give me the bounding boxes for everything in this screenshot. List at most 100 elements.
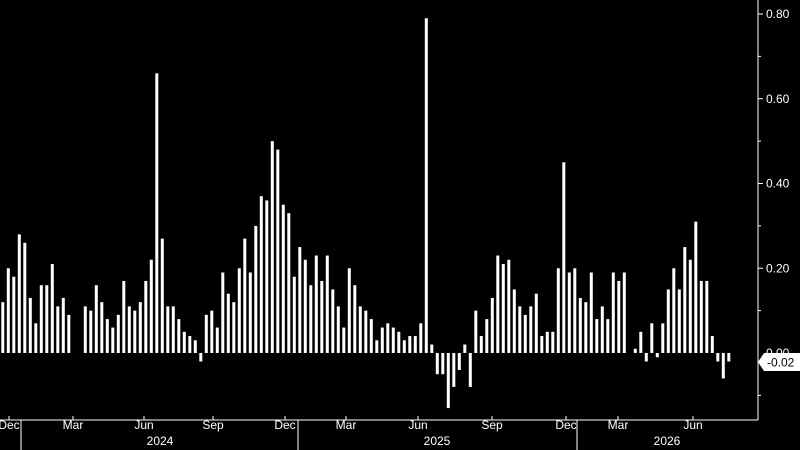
bar bbox=[479, 336, 483, 353]
y-tick-label: 0.60 bbox=[766, 92, 790, 106]
bar bbox=[496, 255, 500, 353]
bar bbox=[699, 280, 703, 353]
bar bbox=[402, 340, 406, 353]
bar bbox=[523, 314, 527, 353]
bar bbox=[551, 331, 555, 353]
bar bbox=[567, 272, 571, 353]
bar bbox=[281, 204, 285, 353]
bar bbox=[314, 255, 318, 353]
bar bbox=[111, 327, 115, 353]
bar bbox=[188, 336, 192, 353]
bar bbox=[45, 285, 49, 353]
x-month-label: Jun bbox=[408, 418, 427, 432]
bar bbox=[133, 310, 137, 354]
x-month-label: Sep bbox=[481, 418, 503, 432]
bar bbox=[23, 242, 27, 353]
bar bbox=[705, 280, 709, 353]
bar bbox=[347, 268, 351, 353]
bar bbox=[160, 238, 164, 353]
bar bbox=[644, 353, 648, 362]
bar bbox=[677, 289, 681, 353]
bar bbox=[595, 319, 599, 353]
bars-group bbox=[1, 18, 731, 409]
bar bbox=[204, 314, 208, 353]
bar bbox=[408, 336, 412, 353]
bar bbox=[424, 18, 428, 354]
x-month-label: Mar bbox=[336, 418, 357, 432]
bar bbox=[232, 302, 236, 353]
bar bbox=[540, 336, 544, 353]
tick-labels: 0.000.200.400.600.80DecMarJunSepDecMarJu… bbox=[0, 7, 790, 450]
bar bbox=[386, 323, 390, 353]
bar bbox=[518, 306, 522, 353]
bar bbox=[259, 196, 263, 353]
x-month-label: Jun bbox=[683, 418, 702, 432]
bar bbox=[501, 264, 505, 353]
bar bbox=[562, 162, 566, 353]
bar bbox=[122, 280, 126, 353]
bar bbox=[485, 319, 489, 353]
bar bbox=[507, 259, 511, 353]
bar bbox=[265, 200, 269, 353]
bar bbox=[193, 340, 197, 353]
bar bbox=[34, 323, 38, 353]
bar bbox=[210, 310, 214, 354]
bar bbox=[672, 268, 676, 353]
bar bbox=[397, 331, 401, 353]
bar bbox=[694, 221, 698, 353]
bar bbox=[446, 353, 450, 409]
bar bbox=[94, 285, 98, 353]
bar bbox=[380, 327, 384, 353]
bar bbox=[144, 280, 148, 353]
bar bbox=[105, 319, 109, 353]
bar bbox=[270, 141, 274, 354]
bar bbox=[320, 280, 324, 353]
x-month-label: Mar bbox=[608, 418, 629, 432]
bar bbox=[430, 344, 434, 353]
bar bbox=[56, 306, 60, 353]
y-tick-label: 0.40 bbox=[766, 177, 790, 191]
y-tick-label: 0.80 bbox=[766, 7, 790, 21]
bar bbox=[6, 268, 10, 353]
bar bbox=[611, 272, 615, 353]
bar bbox=[309, 285, 313, 353]
bar bbox=[1, 302, 5, 353]
bar bbox=[452, 353, 456, 387]
bar bbox=[353, 285, 357, 353]
bar bbox=[364, 310, 368, 354]
bar bbox=[413, 336, 417, 353]
bar bbox=[584, 302, 588, 353]
bar bbox=[710, 336, 714, 353]
bar bbox=[287, 213, 291, 353]
bar bbox=[650, 323, 654, 353]
x-month-label: Dec bbox=[274, 418, 295, 432]
bar bbox=[655, 353, 659, 358]
bar bbox=[716, 353, 720, 362]
bar bbox=[441, 353, 445, 375]
bar bbox=[221, 272, 225, 353]
bar bbox=[435, 353, 439, 375]
bar bbox=[243, 238, 247, 353]
bar bbox=[50, 264, 54, 353]
last-value-label: -0.02 bbox=[767, 356, 795, 370]
bar bbox=[600, 306, 604, 353]
bar bbox=[61, 297, 65, 353]
x-year-label: 2026 bbox=[654, 434, 681, 448]
bar bbox=[325, 255, 329, 353]
bar bbox=[12, 276, 16, 353]
bar bbox=[89, 310, 93, 354]
bar bbox=[721, 353, 725, 379]
bar bbox=[529, 306, 533, 353]
bar bbox=[331, 289, 335, 353]
bar bbox=[67, 314, 71, 353]
last-value-badge bbox=[758, 353, 800, 371]
x-month-label: Mar bbox=[63, 418, 84, 432]
bar bbox=[28, 297, 32, 353]
bar bbox=[688, 259, 692, 353]
bar bbox=[149, 259, 153, 353]
bar bbox=[138, 302, 142, 353]
bar bbox=[556, 268, 560, 353]
x-month-label: Jun bbox=[134, 418, 153, 432]
bar bbox=[127, 306, 131, 353]
